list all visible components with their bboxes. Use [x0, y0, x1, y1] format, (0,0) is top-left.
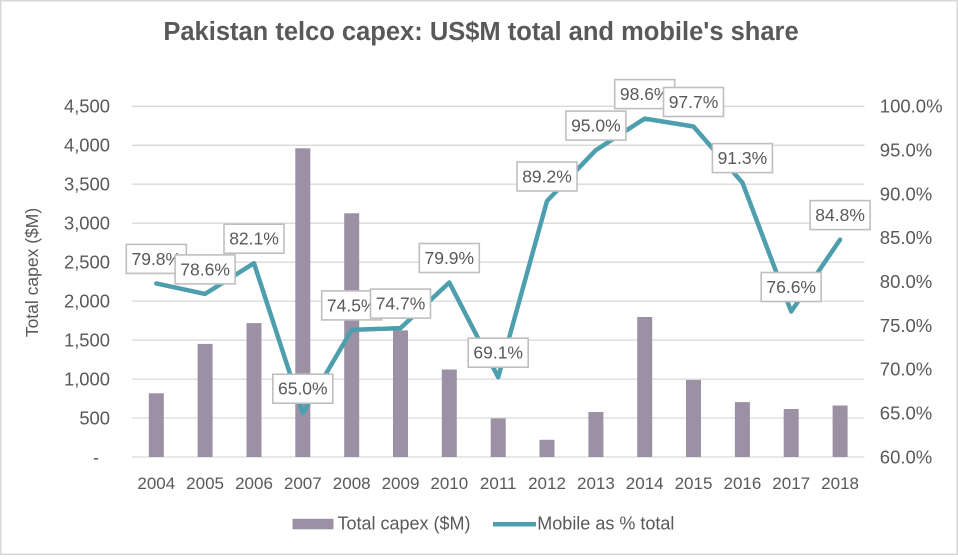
svg-text:4,000: 4,000 [64, 135, 110, 156]
svg-text:98.6%: 98.6% [620, 84, 670, 104]
svg-text:79.9%: 79.9% [424, 248, 474, 268]
svg-text:500: 500 [79, 407, 110, 428]
svg-text:2018: 2018 [821, 474, 859, 493]
svg-text:1,500: 1,500 [64, 330, 110, 351]
svg-text:2008: 2008 [333, 474, 371, 493]
svg-text:4,500: 4,500 [64, 96, 110, 117]
svg-text:Total capex ($M): Total capex ($M) [338, 514, 471, 534]
svg-text:84.8%: 84.8% [815, 205, 865, 225]
svg-text:70.0%: 70.0% [880, 359, 932, 380]
svg-text:97.7%: 97.7% [669, 92, 719, 112]
svg-text:78.6%: 78.6% [180, 259, 230, 279]
svg-text:2012: 2012 [528, 474, 566, 493]
svg-text:95.0%: 95.0% [571, 116, 621, 136]
svg-text:80.0%: 80.0% [880, 271, 932, 292]
svg-text:2013: 2013 [577, 474, 615, 493]
svg-text:69.1%: 69.1% [473, 343, 523, 363]
svg-text:3,500: 3,500 [64, 174, 110, 195]
svg-text:95.0%: 95.0% [880, 140, 932, 161]
svg-text:-: - [93, 447, 99, 467]
svg-text:2,500: 2,500 [64, 252, 110, 273]
svg-text:91.3%: 91.3% [718, 148, 768, 168]
svg-text:60.0%: 60.0% [880, 446, 932, 467]
svg-text:100.0%: 100.0% [880, 96, 943, 117]
svg-text:2015: 2015 [675, 474, 713, 493]
svg-text:2014: 2014 [626, 474, 664, 493]
svg-text:Total capex ($M): Total capex ($M) [22, 208, 42, 337]
svg-text:76.6%: 76.6% [766, 277, 816, 297]
svg-text:2007: 2007 [284, 474, 322, 493]
svg-text:82.1%: 82.1% [229, 229, 279, 249]
svg-text:Mobile as % total: Mobile as % total [537, 514, 674, 534]
svg-text:65.0%: 65.0% [278, 379, 328, 399]
svg-text:2017: 2017 [772, 474, 810, 493]
svg-text:74.7%: 74.7% [376, 294, 426, 314]
svg-text:79.8%: 79.8% [131, 249, 181, 269]
svg-text:2016: 2016 [723, 474, 761, 493]
svg-text:Pakistan telco capex: US$M tot: Pakistan telco capex: US$M total and mob… [163, 18, 798, 46]
svg-text:2010: 2010 [430, 474, 468, 493]
svg-text:89.2%: 89.2% [522, 167, 572, 187]
svg-text:2004: 2004 [137, 474, 175, 493]
svg-text:65.0%: 65.0% [880, 403, 932, 424]
svg-text:85.0%: 85.0% [880, 227, 932, 248]
svg-text:2,000: 2,000 [64, 291, 110, 312]
svg-text:3,000: 3,000 [64, 213, 110, 234]
svg-text:2005: 2005 [186, 474, 224, 493]
svg-text:75.0%: 75.0% [880, 315, 932, 336]
svg-text:74.5%: 74.5% [327, 295, 377, 315]
svg-text:2011: 2011 [480, 474, 517, 493]
svg-text:2006: 2006 [235, 474, 273, 493]
svg-text:90.0%: 90.0% [880, 183, 932, 204]
svg-text:1,000: 1,000 [64, 369, 110, 390]
svg-text:2009: 2009 [382, 474, 420, 493]
